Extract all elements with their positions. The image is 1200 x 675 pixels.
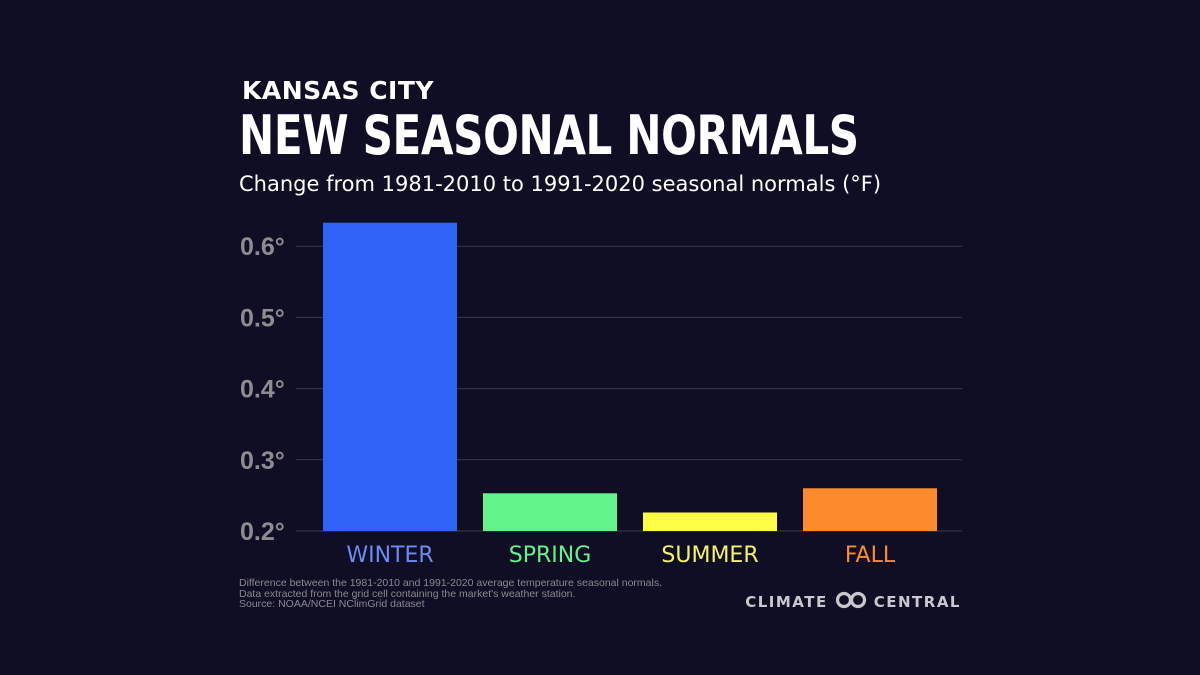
bar-summer [643,512,777,531]
y-tick-label: 0.6° [240,233,285,261]
y-tick-label: 0.5° [240,304,285,332]
bars [323,222,937,532]
chart-title: NEW SEASONAL NORMALS [239,104,859,167]
climate-central-logo-icon [834,591,868,613]
x-axis-categories: WINTER SPRING SUMMER FALL [346,543,896,568]
brand-logo: CLIMATE CENTRAL [745,591,961,613]
y-tick-label: 0.2° [240,518,285,546]
footnote: Difference between the 1981-2010 and 199… [239,578,662,610]
bar-spring [483,493,617,531]
x-category-label: SPRING [509,543,592,568]
footnote-source: Source: NOAA/NCEI NClimGrid dataset [239,598,425,610]
y-tick-label: 0.3° [240,447,285,475]
x-category-label: WINTER [346,543,433,568]
location-label: KANSAS CITY [242,76,435,105]
bar-winter [323,222,457,532]
footnote-line: Data extracted from the grid cell contai… [239,587,576,600]
bar-fall [803,488,937,531]
x-category-label: SUMMER [661,543,758,568]
footnote-line: Difference between the 1981-2010 and 199… [239,577,663,589]
chart-subtitle: Change from 1981-2010 to 1991-2020 seaso… [239,172,882,196]
brand-text-climate: CLIMATE [745,593,828,611]
x-category-label: FALL [845,543,896,568]
y-axis-ticks: 0.2° 0.3° 0.4° 0.5° 0.6° [240,233,285,546]
y-tick-label: 0.4° [240,376,285,404]
brand-text-central: CENTRAL [873,593,961,611]
